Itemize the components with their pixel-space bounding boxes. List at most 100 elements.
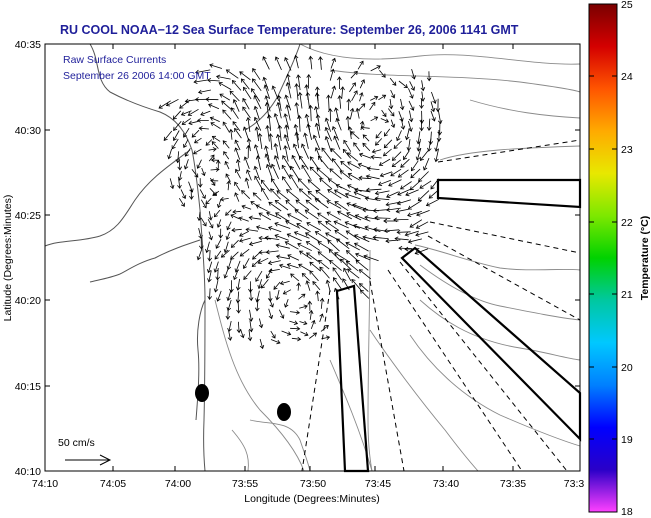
current-vector [235,169,241,179]
current-vector-head [435,108,441,113]
current-vector-head [246,169,251,174]
current-vector [219,93,231,101]
current-vector-head [410,174,415,179]
current-vector-head [337,76,342,81]
current-vector-head [355,259,360,264]
current-vector [306,280,311,291]
current-vector [315,231,330,241]
current-vector [178,197,185,207]
current-vector-head [265,163,271,169]
colorbar-tick-label: 24 [621,71,633,83]
current-vector [266,125,270,142]
current-vector-head [279,280,285,286]
current-vector-head [275,243,280,248]
current-vector [307,74,310,89]
current-vector-head [383,132,388,137]
current-vector [208,231,212,240]
current-vector-head [301,143,306,148]
current-vector-head [235,158,241,164]
current-vector-head [298,188,304,193]
current-vector-head [254,175,259,180]
colorbar-label: Temperature (°C) [639,216,651,301]
current-vector-head [275,133,281,139]
current-vector [173,120,182,131]
current-vector-head [268,201,273,206]
current-vector [421,80,424,91]
current-vector [333,277,342,290]
current-vector [256,204,269,213]
current-vector [367,168,380,170]
current-vector [383,148,392,157]
current-vector [200,110,211,116]
current-vector [297,283,300,291]
current-vector [281,165,291,180]
current-vector-head [301,164,306,169]
current-vector [349,82,356,93]
current-vector [289,174,299,189]
current-vector [230,214,240,220]
current-vector [290,273,300,282]
current-vector [257,155,262,171]
current-vector [310,105,312,122]
current-vector-head [383,144,388,149]
current-vector [287,233,302,242]
current-vector [381,109,387,117]
current-vector-head [251,88,255,93]
current-vector-head [274,234,279,239]
current-vector-head [308,104,313,109]
current-vector [347,161,360,169]
current-vector-head [329,260,334,265]
current-vector-head [216,203,222,209]
current-vector [209,288,211,300]
current-vector-head [377,181,383,187]
current-vector-head [226,180,232,185]
current-vector-head [268,268,273,274]
current-vector [208,148,217,151]
current-vector-head [415,156,421,161]
current-vector-head [316,167,321,172]
current-vector-head [399,105,405,111]
current-vector-head [285,81,291,87]
current-vector [207,79,220,82]
current-vector-head [305,280,310,285]
current-vector-head [292,143,298,148]
current-vector [357,60,364,70]
current-vector-head [423,166,428,171]
current-vector-head [233,275,238,281]
current-vector-head [304,331,309,337]
current-vector-head [207,295,213,301]
y-tick-label: 40:30 [15,125,41,137]
current-vector [205,198,212,205]
current-vector [252,68,261,80]
current-vector [397,199,412,205]
current-vector-head [242,106,247,111]
current-vector-head [353,223,358,229]
current-vector-head [232,99,238,104]
current-vector [298,115,301,132]
current-vector [241,78,250,90]
current-vector [409,219,423,228]
current-vector-head [284,303,289,308]
current-vector [330,86,335,99]
current-vector [221,249,230,258]
current-vector-head [419,104,424,109]
current-vector [348,173,361,181]
current-vector-head [426,126,432,132]
current-vector [353,224,370,231]
current-vector [217,219,222,228]
current-vector-head [184,98,189,104]
current-vector-head [257,133,263,138]
current-vector [309,261,321,272]
colorbar-tick-label: 19 [621,434,633,446]
current-vector-head [334,107,339,112]
current-vector-head [331,57,336,62]
current-vector-head [376,65,381,70]
current-vector [416,221,429,229]
current-vector-head [208,216,213,221]
current-vector-head [333,287,339,292]
current-vector [184,148,191,157]
current-vector [309,332,317,339]
current-vector [339,170,353,181]
current-vector-head [388,105,394,110]
current-vector-head [344,192,350,198]
